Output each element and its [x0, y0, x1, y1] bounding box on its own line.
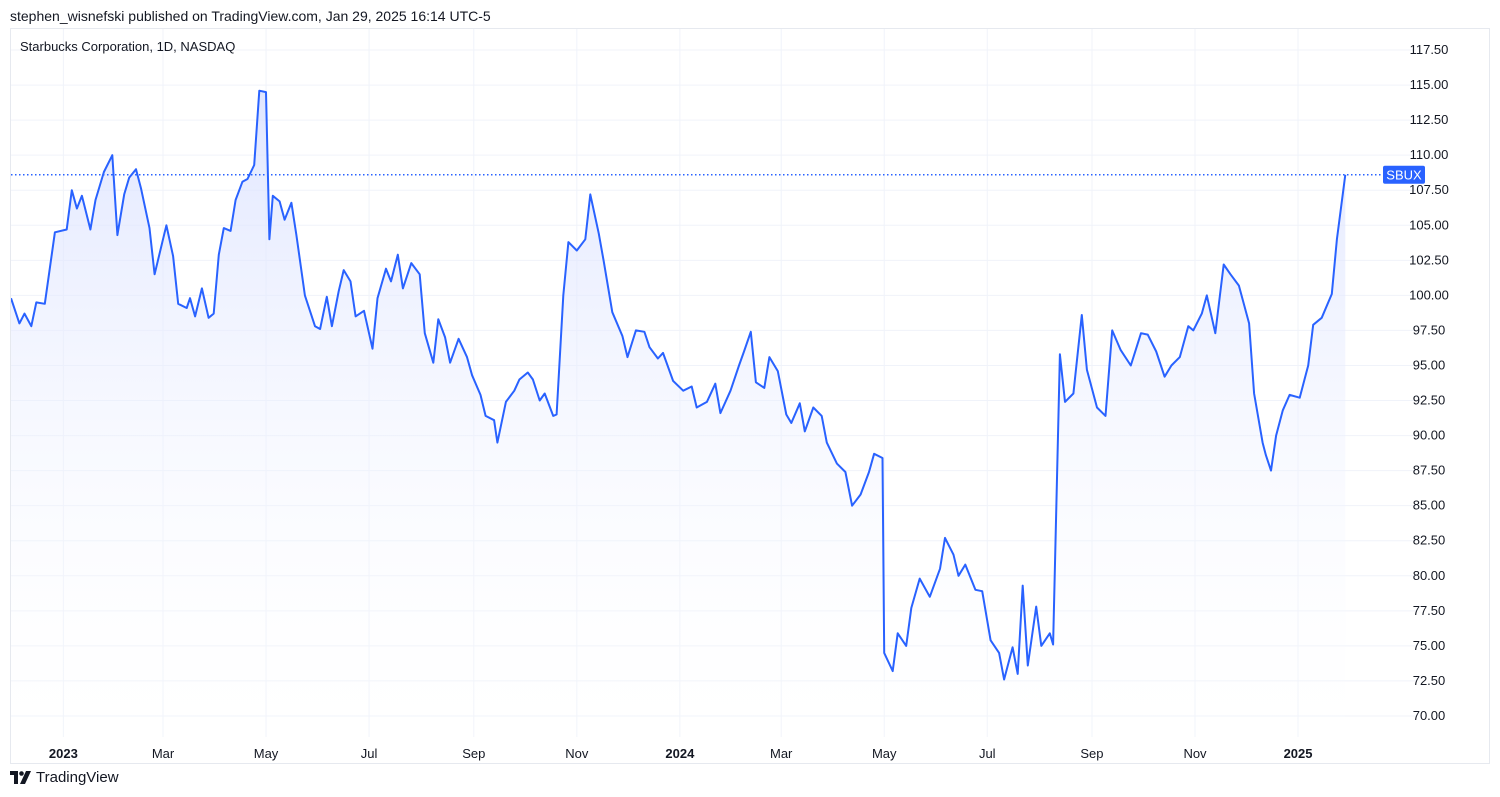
price-tick-label: 72.50 [1413, 673, 1446, 688]
time-tick-label: Nov [565, 746, 589, 761]
time-tick-label: May [254, 746, 279, 761]
chart-frame: SBUX 117.50 115.00 112.50 110.00 107.50 105.0… [10, 28, 1490, 764]
tradingview-brand[interactable]: TradingView [10, 769, 119, 786]
price-tick-label: 90.00 [1413, 428, 1446, 443]
last-price-badge-label: SBUX [1386, 167, 1422, 182]
price-tick-label: 115.00 [1410, 77, 1449, 92]
time-tick-label: 2023 [49, 746, 78, 761]
price-chart[interactable]: SBUX 117.50 115.00 112.50 110.00 107.50 105.0… [11, 29, 1489, 763]
price-tick-label: 110.00 [1410, 147, 1449, 162]
area-fill-layer [11, 90, 1346, 737]
price-tick-label: 107.50 [1409, 182, 1449, 197]
chart-title: Starbucks Corporation, 1D, NASDAQ [20, 39, 235, 54]
price-tick-label: 105.00 [1409, 217, 1449, 232]
tradingview-logo-icon [10, 770, 32, 785]
time-axis[interactable]: 2023 Mar May Jul Sep Nov 2024 Mar May Jul Sep Nov 20… [49, 746, 1313, 761]
time-tick-label: May [872, 746, 897, 761]
price-tick-label: 80.00 [1413, 568, 1446, 583]
time-tick-label: Jul [361, 746, 378, 761]
time-tick-label: Jul [979, 746, 996, 761]
price-tick-label: 92.50 [1413, 393, 1446, 408]
time-tick-label: Nov [1183, 746, 1207, 761]
published-byline: stephen_wisnefski published on TradingVi… [10, 8, 491, 24]
price-tick-label: 97.50 [1413, 322, 1446, 337]
last-price-badge[interactable] [1383, 165, 1425, 184]
price-tick-label: 102.50 [1409, 252, 1449, 267]
time-tick-label: 2024 [665, 746, 695, 761]
series-line[interactable] [11, 89, 1347, 681]
brand-name: TradingView [36, 769, 119, 786]
price-tick-label: 117.50 [1410, 42, 1449, 57]
price-tick-label: 77.50 [1413, 603, 1446, 618]
price-tick-label: 82.50 [1413, 533, 1446, 548]
time-tick-label: Mar [770, 746, 793, 761]
series-line-layer [11, 89, 1347, 681]
price-tick-label: 112.50 [1410, 112, 1449, 127]
time-tick-label: Sep [462, 746, 485, 761]
time-tick-label: Sep [1080, 746, 1103, 761]
price-tick-label: 85.00 [1413, 498, 1446, 513]
price-tick-label: 87.50 [1413, 463, 1446, 478]
price-axis[interactable]: 117.50 115.00 112.50 110.00 107.50 105.00 102.… [1409, 42, 1449, 723]
last-price-layer: SBUX [11, 165, 1425, 184]
time-tick-label: Mar [152, 746, 175, 761]
series-area-fill [11, 90, 1346, 737]
price-tick-label: 100.00 [1409, 287, 1449, 302]
time-tick-label: 2025 [1284, 746, 1313, 761]
price-tick-label: 95.00 [1413, 357, 1446, 372]
price-tick-label: 70.00 [1413, 708, 1446, 723]
price-tick-label: 75.00 [1413, 638, 1446, 653]
